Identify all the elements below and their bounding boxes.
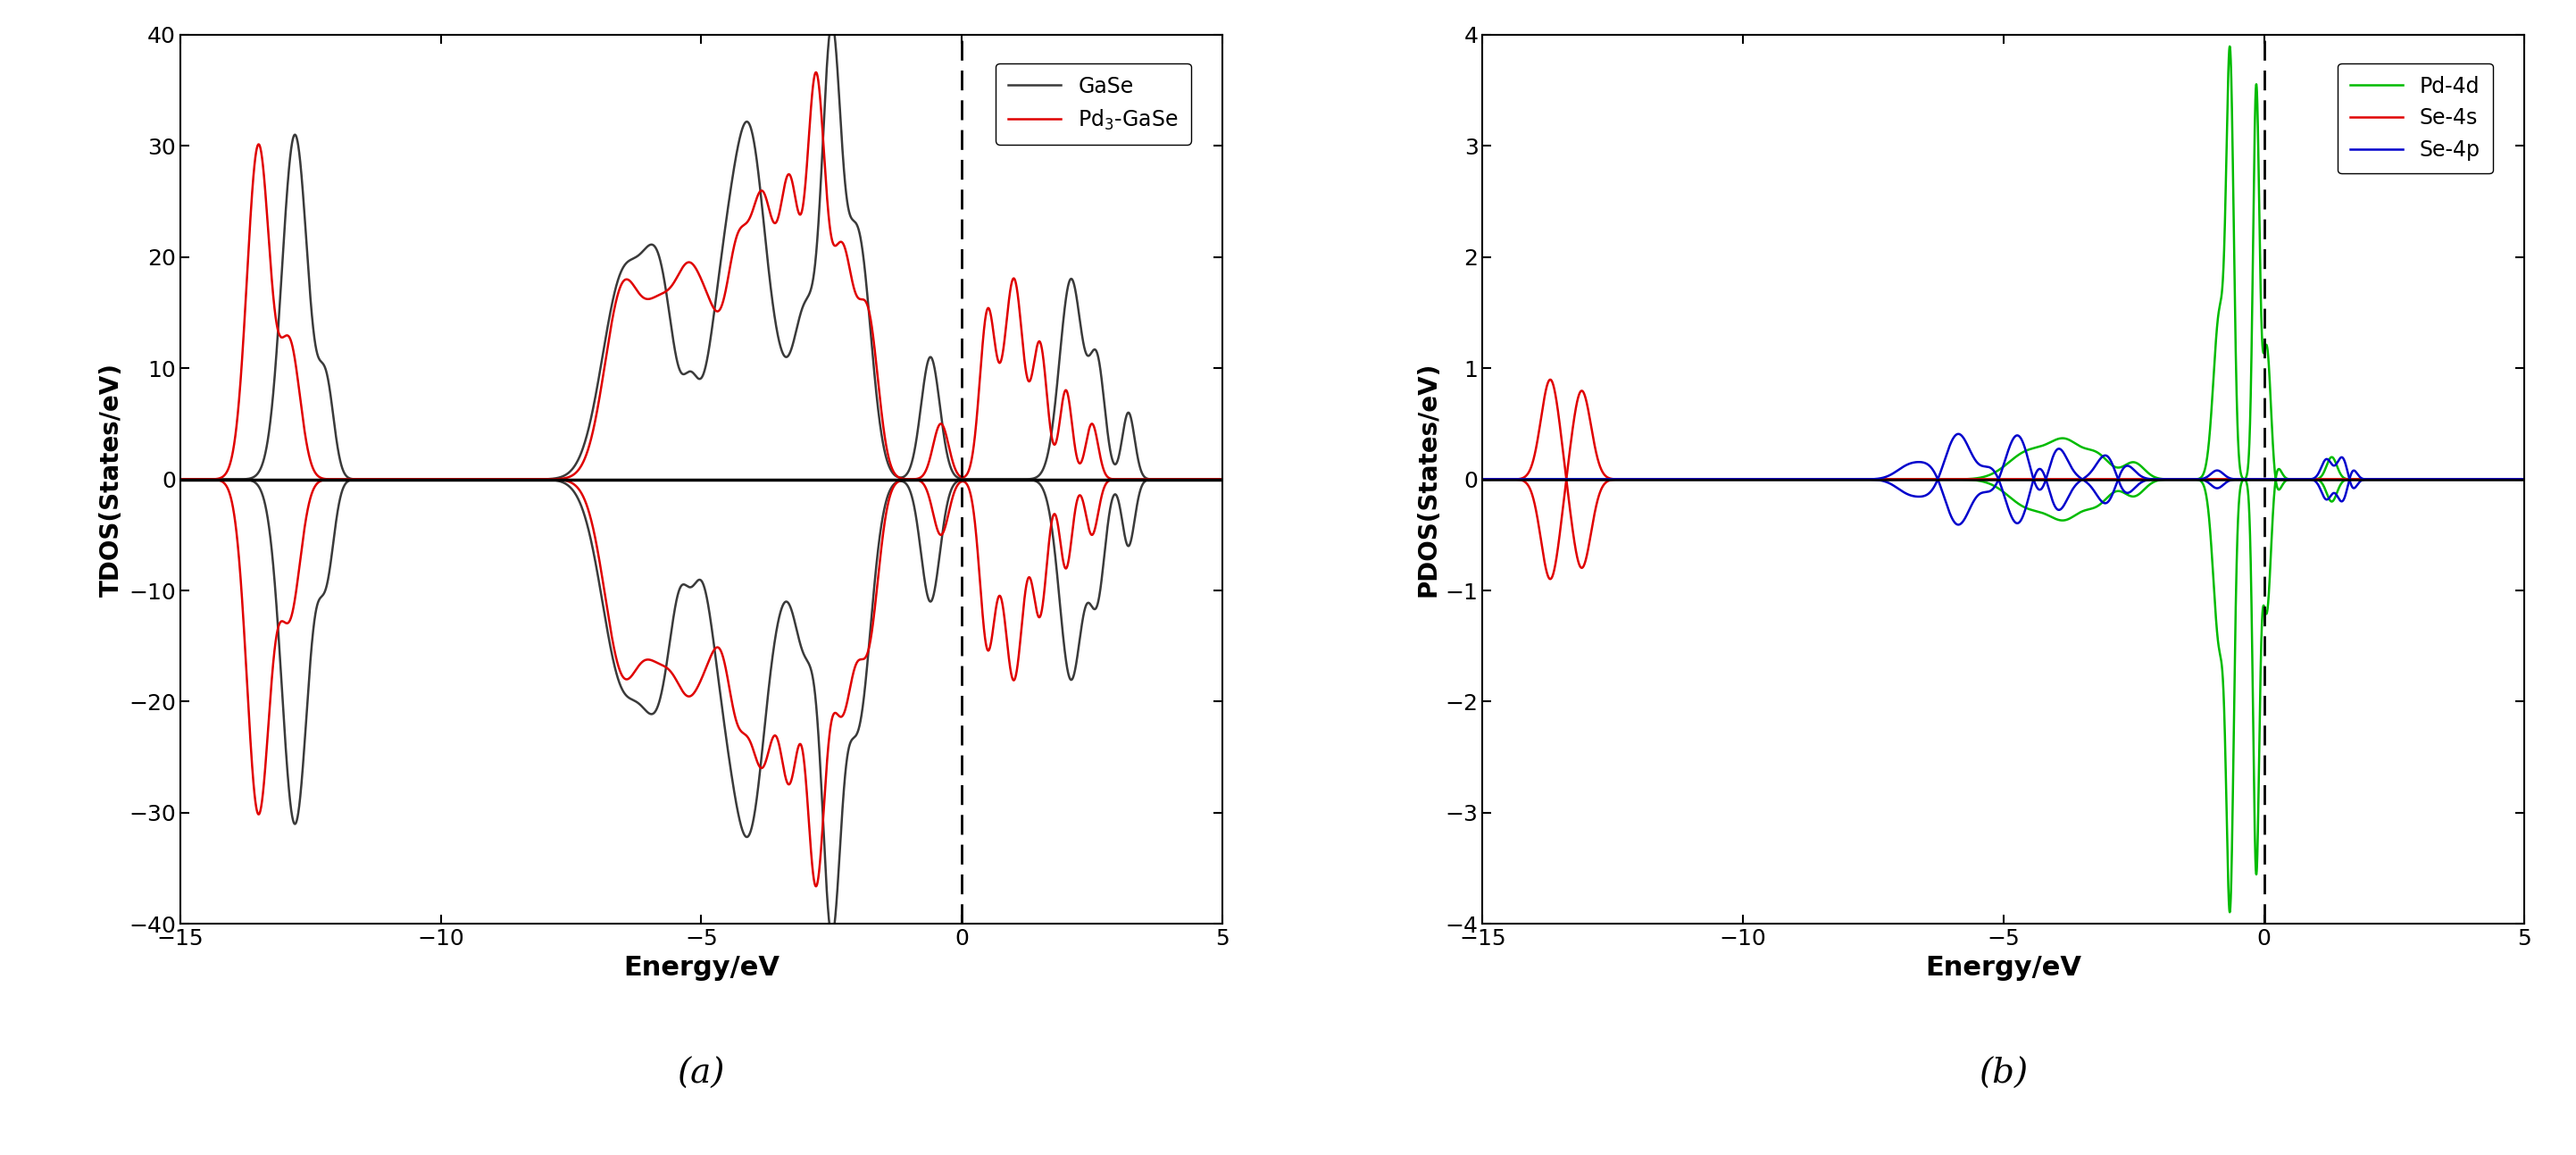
GaSe <box>938 465 969 479</box>
Y-axis label: TDOS(States/eV): TDOS(States/eV) <box>98 363 124 596</box>
Se-4s <box>1468 472 1499 486</box>
Se-4s <box>1844 472 1875 486</box>
X-axis label: Energy/eV: Energy/eV <box>623 955 781 981</box>
Se-4s <box>2295 472 2326 486</box>
Se-4s <box>2239 472 2269 486</box>
Text: (a): (a) <box>677 1058 724 1090</box>
Pd-4d <box>2130 463 2161 477</box>
GaSe <box>1206 472 1236 486</box>
Se-4p <box>2130 471 2161 485</box>
GaSe <box>817 16 848 30</box>
Se-4p <box>2002 429 2032 442</box>
Pd-4d <box>2241 867 2272 881</box>
Pd-4d <box>2509 472 2540 486</box>
Line: Se-4s: Se-4s <box>1484 390 2524 579</box>
Se-4p <box>1468 472 1499 486</box>
Se-4s <box>1535 572 1566 586</box>
Pd-4d <box>1520 472 1551 486</box>
Se-4p <box>1520 472 1551 486</box>
GaSe <box>216 472 247 486</box>
Legend: GaSe, Pd$_3$-GaSe: GaSe, Pd$_3$-GaSe <box>997 64 1190 144</box>
GaSe <box>781 321 811 335</box>
Pd-4d <box>1844 472 1875 486</box>
Se-4p <box>2084 492 2115 506</box>
Se-4p <box>2509 472 2540 486</box>
Pd$_3$-GaSe <box>827 236 858 249</box>
GaSe <box>827 141 858 155</box>
Line: Se-4p: Se-4p <box>1484 435 2524 524</box>
Se-4s <box>2084 472 2115 486</box>
Line: Pd$_3$-GaSe: Pd$_3$-GaSe <box>180 73 1221 479</box>
Pd$_3$-GaSe <box>216 446 247 460</box>
Se-4s <box>1566 383 1597 397</box>
Pd-4d <box>1468 472 1499 486</box>
Pd-4d <box>2295 472 2326 486</box>
Pd$_3$-GaSe <box>781 199 811 213</box>
Pd-4d <box>2084 447 2115 461</box>
GaSe <box>165 472 196 486</box>
Pd$_3$-GaSe <box>992 298 1023 312</box>
GaSe <box>992 472 1023 486</box>
Se-4p <box>2239 472 2269 486</box>
Se-4p <box>2295 472 2326 486</box>
Se-4s <box>2509 472 2540 486</box>
Y-axis label: PDOS(States/eV): PDOS(States/eV) <box>1414 362 1440 597</box>
Pd$_3$-GaSe <box>165 472 196 486</box>
Pd$_3$-GaSe <box>938 455 969 469</box>
Pd$_3$-GaSe <box>541 472 572 486</box>
Se-4p <box>1844 472 1875 486</box>
Text: (b): (b) <box>1978 1058 2027 1090</box>
Se-4s <box>1520 499 1551 513</box>
Line: GaSe: GaSe <box>180 23 1221 479</box>
Line: Pd-4d: Pd-4d <box>1484 46 2524 874</box>
Se-4s <box>2130 472 2161 486</box>
Pd$_3$-GaSe <box>1206 472 1236 486</box>
Pd-4d <box>2239 842 2269 856</box>
Se-4p <box>1942 517 1973 531</box>
Pd$_3$-GaSe <box>801 66 832 80</box>
X-axis label: Energy/eV: Energy/eV <box>1924 955 2081 981</box>
GaSe <box>541 471 572 485</box>
Legend: Pd-4d, Se-4s, Se-4p: Pd-4d, Se-4s, Se-4p <box>2336 64 2494 173</box>
Pd-4d <box>2215 39 2246 53</box>
